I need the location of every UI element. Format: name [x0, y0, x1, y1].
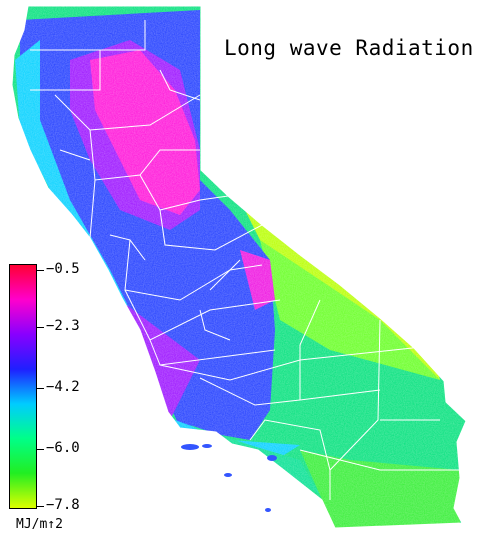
county-boundaries [11, 5, 467, 529]
legend-tick [37, 506, 44, 507]
channel-islands [181, 444, 277, 512]
legend-tick-label: −7.8 [46, 497, 80, 513]
color-legend-bar [9, 264, 37, 509]
legend-tick [37, 388, 44, 389]
legend-tick-label: −4.2 [46, 379, 80, 395]
legend-tick [37, 270, 44, 271]
map-title: Long wave Radiation [224, 36, 474, 60]
legend-tick-label: −0.5 [46, 261, 80, 277]
legend-unit: MJ/m↑2 [16, 517, 63, 532]
legend-tick [37, 327, 44, 328]
legend-tick-label: −2.3 [46, 318, 80, 334]
legend-tick-label: −6.0 [46, 440, 80, 456]
legend-tick [37, 449, 44, 450]
